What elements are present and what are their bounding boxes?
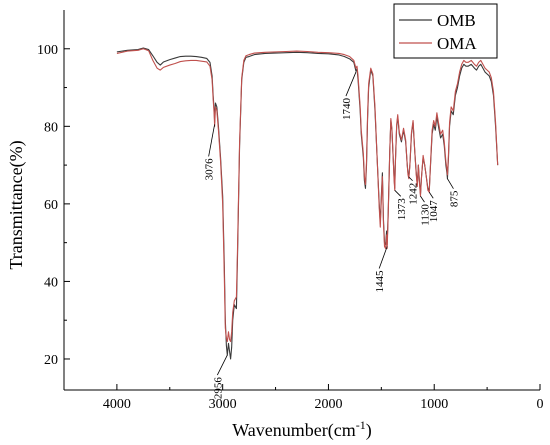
annotation-leader [447,178,454,189]
y-tick-label: 60 [44,198,58,213]
annotation-leader [378,246,388,269]
y-tick-label: 40 [44,275,58,290]
y-tick-label: 20 [44,353,58,368]
x-tick-label: 1000 [420,397,448,412]
x-tick-label: 0 [537,397,544,412]
peak-label: 1047 [428,200,440,223]
annotation-leader [345,71,357,97]
axes-layer: 4000 3000 2000 1000 0 20 40 60 80 100 [37,10,544,412]
series-line-omb [116,47,499,360]
annotation-leader [428,192,434,199]
y-axis-title: Transmittance(%) [6,140,27,269]
annotation-leader [216,354,228,376]
peak-label: 1740 [341,98,353,121]
annotation-leader [408,176,413,182]
annotation-leader [420,195,425,203]
annotation-leader [208,124,216,157]
legend: OMB OMA [393,3,498,59]
series-line-oma [116,48,499,343]
peak-label: 2956 [212,377,224,400]
y-tick-label: 100 [37,43,58,58]
legend-box [393,3,498,59]
legend-label-omb: OMB [437,11,476,30]
series-layer [116,47,499,360]
annotation-leader [394,190,402,197]
x-tick-label: 4000 [103,397,131,412]
x-tick-label: 3000 [209,397,237,412]
peak-label: 875 [448,190,460,207]
x-axis-title: Wavenumber(cm-1) [232,418,372,441]
x-axis-title-tail: ) [366,420,372,441]
peak-label: 3076 [204,158,216,181]
x-axis-title-main: Wavenumber(cm [232,420,356,441]
peak-label: 1130 [419,204,431,226]
x-tick-label: 2000 [314,397,342,412]
peak-label: 1242 [408,183,420,205]
peak-label: 1445 [374,270,386,293]
legend-label-oma: OMA [437,34,477,53]
y-tick-label: 80 [44,120,58,135]
x-axis-title-superscript: -1 [356,418,366,432]
peak-label: 1373 [396,198,408,221]
